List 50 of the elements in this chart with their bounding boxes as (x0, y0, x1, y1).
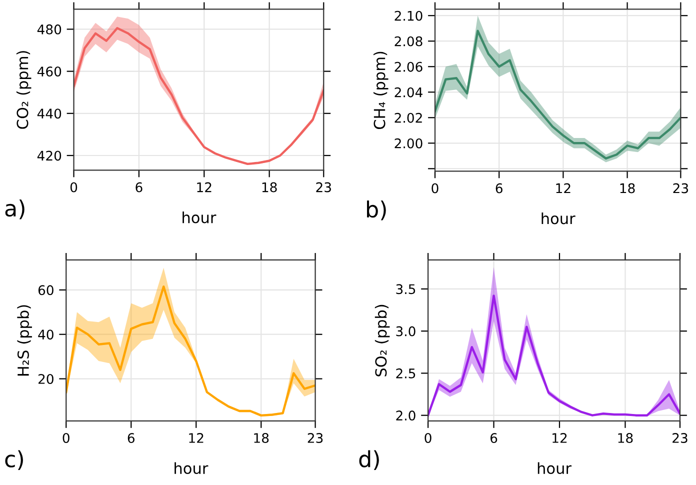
y-tick-label: 2.08 (394, 36, 422, 46)
y-tick-label: 2.10 (394, 10, 422, 21)
x-tick-label: 12 (197, 182, 212, 192)
x-tick-label: 6 (490, 433, 498, 443)
y-tick-label: 40 (38, 330, 54, 340)
x-tick-label: 23 (673, 183, 688, 194)
x-tick-label: 23 (316, 182, 331, 192)
y-tick-label: 420 (37, 150, 62, 161)
y-tick-label: 2.5 (396, 368, 416, 378)
x-tick-label: 18 (262, 182, 277, 192)
text: a) (5, 200, 24, 220)
y-axis-title: H₂S (ppb) (17, 305, 32, 376)
y-tick-label: 3.0 (396, 326, 416, 336)
x-tick-label: 0 (424, 433, 432, 443)
y-tick-label: 2.00 (394, 138, 422, 148)
x-tick-label: 6 (136, 182, 142, 192)
x-tick-label: 6 (496, 183, 502, 194)
y-tick-label: 2.06 (394, 62, 422, 72)
x-axis-title: hour (174, 462, 208, 474)
x-tick-label: 0 (70, 182, 78, 192)
y-tick-label: 20 (38, 374, 54, 384)
y-tick-label: 460 (37, 66, 62, 77)
y-axis-title: CO₂ (ppm) (16, 51, 32, 129)
x-tick-label: 12 (189, 433, 204, 443)
x-axis-title: hour (538, 462, 572, 474)
x-tick-label: 18 (618, 433, 633, 443)
line-series (428, 294, 680, 416)
x-tick-label: 12 (552, 433, 567, 443)
y-tick-label: 2.02 (394, 112, 422, 123)
x-tick-label: 6 (128, 433, 134, 443)
x-tick-label: 18 (254, 433, 269, 443)
x-axis-title: hour (542, 212, 576, 224)
x-tick-label: 0 (432, 183, 438, 194)
x-tick-label: 0 (62, 433, 70, 443)
y-tick-label: 440 (37, 108, 62, 119)
x-tick-label: 23 (308, 433, 323, 443)
x-tick-label: 23 (672, 433, 688, 443)
text: b) (367, 200, 386, 220)
y-axis-title: CH₄ (ppm) (373, 52, 388, 130)
x-tick-label: 18 (620, 183, 635, 194)
y-tick-label: 60 (38, 285, 54, 296)
y-tick-label: 2.04 (394, 87, 422, 98)
y-tick-label: 480 (37, 24, 62, 34)
x-axis-title: hour (182, 211, 216, 224)
text: c) (5, 450, 23, 470)
y-axis-title: SO₂ (ppb) (374, 304, 390, 376)
y-tick-label: 3.5 (396, 284, 416, 294)
x-tick-label: 12 (556, 183, 570, 194)
y-tick-label: 2.0 (396, 410, 416, 421)
text: d) (359, 450, 379, 470)
